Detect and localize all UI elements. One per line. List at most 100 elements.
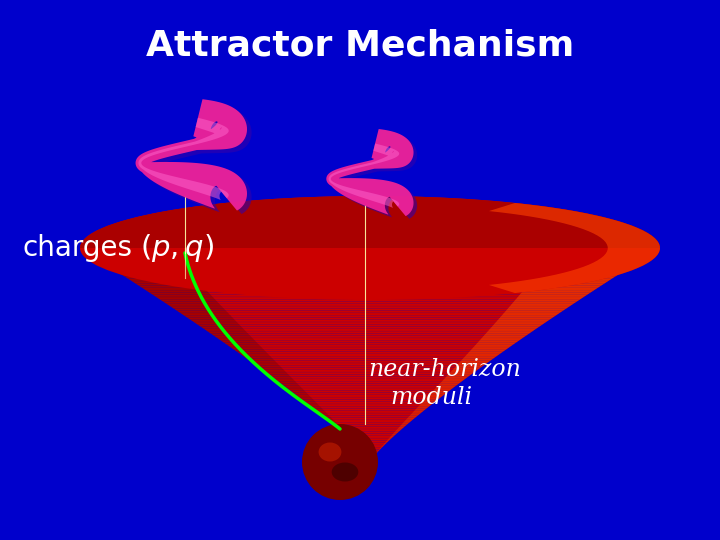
Polygon shape — [433, 389, 451, 390]
Polygon shape — [495, 321, 547, 323]
Polygon shape — [551, 255, 649, 257]
Polygon shape — [200, 327, 539, 328]
Text: Attractor Mechanism: Attractor Mechanism — [146, 28, 574, 62]
Polygon shape — [105, 264, 634, 266]
Polygon shape — [200, 327, 243, 328]
Polygon shape — [498, 318, 553, 319]
Polygon shape — [337, 428, 402, 430]
Polygon shape — [368, 458, 372, 460]
Polygon shape — [237, 352, 267, 353]
Polygon shape — [206, 330, 246, 332]
Polygon shape — [158, 298, 215, 300]
Polygon shape — [216, 337, 524, 339]
Polygon shape — [469, 350, 506, 352]
Polygon shape — [385, 441, 389, 442]
Polygon shape — [227, 345, 261, 346]
Polygon shape — [198, 325, 542, 327]
Polygon shape — [307, 403, 319, 405]
Polygon shape — [351, 441, 389, 442]
Polygon shape — [331, 423, 409, 424]
Polygon shape — [518, 294, 588, 296]
Polygon shape — [179, 312, 561, 314]
Polygon shape — [411, 412, 422, 414]
Polygon shape — [542, 266, 632, 268]
Polygon shape — [108, 266, 632, 268]
Polygon shape — [426, 396, 442, 398]
Polygon shape — [549, 257, 646, 259]
Polygon shape — [462, 359, 493, 360]
Polygon shape — [229, 346, 262, 348]
Polygon shape — [221, 341, 257, 342]
Polygon shape — [168, 305, 222, 307]
Polygon shape — [114, 269, 189, 271]
Polygon shape — [150, 293, 590, 294]
Polygon shape — [446, 375, 471, 376]
Polygon shape — [441, 380, 464, 382]
Polygon shape — [557, 248, 660, 250]
Polygon shape — [174, 309, 566, 310]
Polygon shape — [316, 410, 325, 412]
Polygon shape — [351, 441, 354, 442]
Polygon shape — [192, 321, 238, 323]
Polygon shape — [100, 260, 640, 262]
Polygon shape — [187, 318, 553, 319]
Polygon shape — [443, 378, 466, 380]
Polygon shape — [405, 419, 413, 421]
Polygon shape — [195, 323, 240, 325]
Polygon shape — [141, 287, 598, 289]
Polygon shape — [474, 345, 513, 346]
Polygon shape — [232, 348, 508, 350]
Polygon shape — [284, 386, 301, 387]
Polygon shape — [187, 318, 234, 319]
Polygon shape — [297, 396, 312, 398]
Polygon shape — [520, 293, 590, 294]
Polygon shape — [493, 323, 545, 325]
Polygon shape — [476, 342, 516, 345]
Polygon shape — [262, 369, 478, 371]
Polygon shape — [313, 408, 324, 410]
Polygon shape — [323, 416, 331, 417]
Polygon shape — [548, 259, 643, 260]
Polygon shape — [114, 269, 626, 271]
Polygon shape — [339, 430, 345, 431]
Polygon shape — [388, 437, 393, 439]
Polygon shape — [161, 300, 217, 301]
Polygon shape — [247, 359, 274, 360]
Polygon shape — [514, 300, 580, 301]
Polygon shape — [80, 196, 660, 248]
Ellipse shape — [319, 442, 341, 462]
Polygon shape — [239, 353, 269, 355]
Polygon shape — [450, 371, 476, 373]
Polygon shape — [349, 439, 391, 441]
Polygon shape — [339, 430, 401, 431]
Polygon shape — [398, 427, 405, 428]
Polygon shape — [370, 460, 371, 462]
Polygon shape — [456, 364, 486, 366]
Polygon shape — [286, 387, 303, 389]
Polygon shape — [316, 410, 424, 412]
Polygon shape — [528, 284, 604, 286]
Polygon shape — [375, 453, 377, 455]
Polygon shape — [120, 273, 621, 275]
Polygon shape — [211, 334, 250, 335]
Polygon shape — [150, 293, 210, 294]
Polygon shape — [451, 369, 478, 371]
Polygon shape — [293, 393, 308, 394]
Polygon shape — [305, 401, 436, 403]
Polygon shape — [153, 294, 588, 296]
Polygon shape — [203, 328, 245, 330]
Polygon shape — [234, 350, 266, 352]
Polygon shape — [122, 275, 194, 276]
Polygon shape — [182, 314, 558, 316]
Polygon shape — [208, 332, 531, 334]
Polygon shape — [482, 335, 526, 337]
Polygon shape — [208, 332, 248, 334]
Polygon shape — [345, 435, 395, 437]
Polygon shape — [453, 368, 481, 369]
Polygon shape — [552, 253, 652, 255]
Polygon shape — [390, 435, 395, 437]
Polygon shape — [508, 307, 569, 309]
Ellipse shape — [80, 196, 660, 300]
Polygon shape — [269, 375, 471, 376]
Polygon shape — [127, 278, 197, 280]
